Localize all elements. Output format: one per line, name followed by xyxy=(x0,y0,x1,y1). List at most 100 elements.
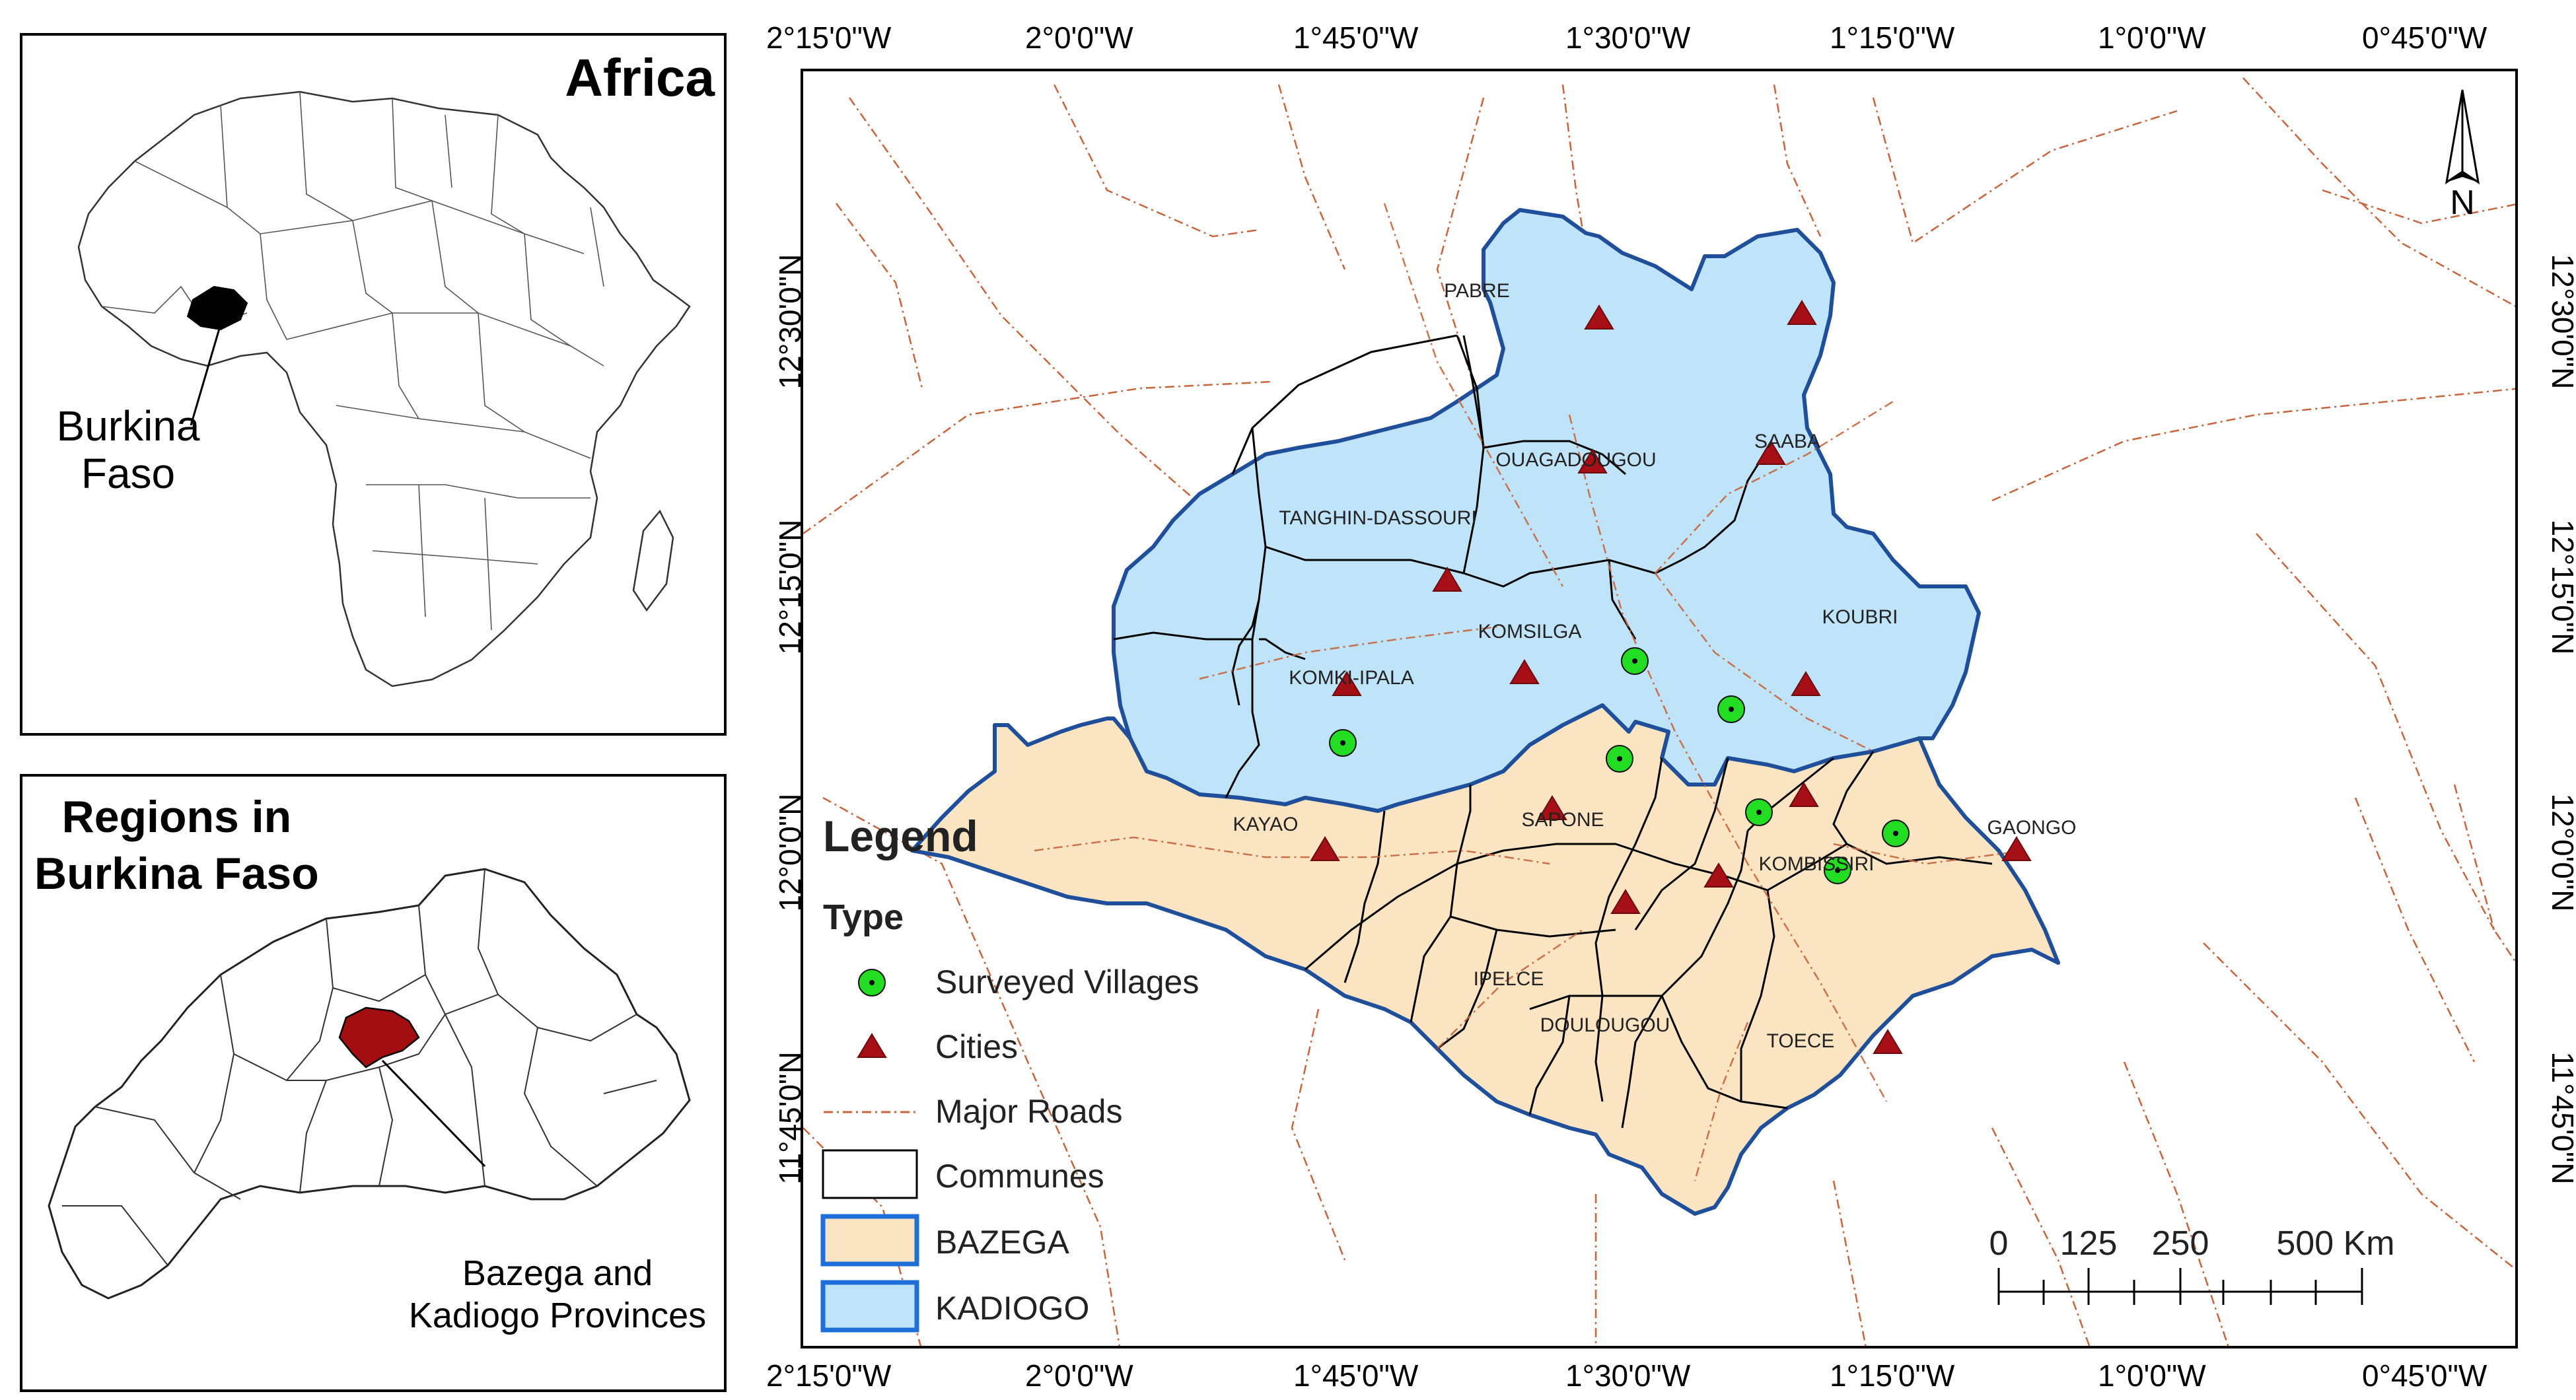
scale-label: 125 xyxy=(2060,1224,2118,1263)
commune-label: TOECE xyxy=(1767,1030,1835,1052)
africa-title: Africa xyxy=(565,48,715,107)
city-marker xyxy=(2001,836,2032,861)
bazega-kadiogo-label: Bazega and Kadiogo Provinces xyxy=(408,1253,707,1335)
scale-label: 0 xyxy=(1989,1224,2009,1263)
city-marker xyxy=(1332,671,1362,696)
legend-title: Legend xyxy=(823,812,978,860)
bazega-kadiogo-highlight xyxy=(338,1006,420,1068)
major-road-symbol-icon xyxy=(824,1111,916,1113)
burkina-outline xyxy=(48,868,691,1300)
longitude-label-top: 1°30'0"W xyxy=(1565,20,1691,55)
commune-label: GAONGO xyxy=(1987,817,2076,839)
africa-inset-panel: Africa Burkina Faso xyxy=(20,33,727,736)
commune-label: KOMSILGA xyxy=(1478,621,1582,643)
commune-label: OUAGADOUGOU xyxy=(1495,449,1656,471)
city-marker xyxy=(1310,836,1340,861)
commune-label: KOMBISSIRI xyxy=(1758,853,1874,875)
legend-item-cities: Cities xyxy=(935,1028,1019,1065)
regions-title: Regions in Burkina Faso xyxy=(34,792,319,899)
bazega-province xyxy=(910,703,2060,1216)
longitude-label-top: 1°15'0"W xyxy=(1830,20,1955,55)
major-roads-overlay xyxy=(1034,203,2026,1181)
longitude-label-top: 2°15'0"W xyxy=(766,20,892,55)
north-arrow-icon xyxy=(2445,89,2480,185)
burkina-faso-highlight xyxy=(186,285,248,331)
commune-label: SAABA xyxy=(1754,431,1820,452)
commune-label: SAPONE xyxy=(1521,809,1604,831)
city-marker xyxy=(1432,567,1462,592)
city-symbol-icon xyxy=(857,1033,887,1058)
commune-label: KOUBRI xyxy=(1822,606,1898,628)
commune-label: DOULOUGOU xyxy=(1540,1014,1670,1036)
legend-item-surveyed-villages: Surveyed Villages xyxy=(935,963,1199,1000)
latitude-label-right: 12°15'0"N xyxy=(2546,519,2576,655)
burkina-regions-map xyxy=(48,868,691,1300)
city-marker xyxy=(1577,448,1608,473)
city-markers xyxy=(1310,300,2032,1054)
bazega-symbol-icon xyxy=(820,1214,919,1267)
latitude-label-left: 12°30'0"N xyxy=(773,254,807,390)
longitude-label-bottom: 1°0'0"W xyxy=(2098,1358,2206,1393)
longitude-label-top: 1°0'0"W xyxy=(2098,20,2206,55)
latitude-label-right: 12°0'0"N xyxy=(2546,793,2576,912)
kadiogo-province xyxy=(1112,208,1981,813)
longitude-label-top: 0°45'0"W xyxy=(2362,20,2487,55)
legend-item-communes: Communes xyxy=(935,1158,1104,1195)
legend-item-bazega: BAZEGA xyxy=(935,1224,1069,1261)
village-marker xyxy=(1717,695,1745,723)
longitude-label-top: 1°45'0"W xyxy=(1293,20,1419,55)
city-marker xyxy=(1509,659,1540,684)
city-marker xyxy=(1789,782,1819,807)
kadiogo-symbol-icon xyxy=(820,1280,919,1333)
legend-item-major-roads: Major Roads xyxy=(935,1093,1123,1130)
city-marker xyxy=(1756,440,1786,465)
main-map-frame: PABRE SAABA OUAGADOUGOU TANGHIN-DASSOURI… xyxy=(801,69,2518,1348)
longitude-label-top: 2°0'0"W xyxy=(1025,20,1133,55)
longitude-label-bottom: 1°45'0"W xyxy=(1293,1358,1419,1393)
scale-labels: 0 125 250 500 Km xyxy=(1989,1224,2395,1263)
city-marker xyxy=(1584,304,1614,330)
city-marker xyxy=(1610,889,1641,914)
city-marker xyxy=(1787,300,1817,325)
commune-symbol-icon xyxy=(822,1149,918,1199)
north-label: N xyxy=(2450,184,2475,222)
commune-label: KOMKI-IPALA xyxy=(1289,667,1414,689)
latitude-label-left: 11°45'0"N xyxy=(773,1051,807,1185)
village-marker xyxy=(1824,857,1851,884)
surveyed-village-symbol-icon xyxy=(858,969,886,997)
latitude-label-left: 12°0'0"N xyxy=(773,793,807,912)
longitude-label-bottom: 2°0'0"W xyxy=(1025,1358,1133,1393)
commune-label: PABRE xyxy=(1444,280,1509,302)
scale-label: 500 Km xyxy=(2276,1224,2394,1263)
burkina-faso-label: Burkina Faso xyxy=(56,402,200,497)
africa-outline xyxy=(77,90,691,687)
commune-label: IPELCE xyxy=(1474,968,1544,990)
leader-line xyxy=(190,312,225,426)
city-marker xyxy=(1873,1029,1903,1054)
legend-type-heading: Type xyxy=(823,897,904,937)
village-marker xyxy=(1329,729,1357,757)
commune-boundaries xyxy=(1113,334,1993,1129)
longitude-label-bottom: 0°45'0"W xyxy=(2362,1358,2487,1393)
africa-map xyxy=(77,90,691,687)
village-marker xyxy=(1882,820,1910,847)
village-marker xyxy=(1621,647,1649,675)
leader-line-regions xyxy=(381,1059,486,1168)
regions-inset-panel: Regions in Burkina Faso Bazega and Kadio… xyxy=(20,774,727,1392)
city-marker xyxy=(1703,862,1734,888)
city-marker xyxy=(1791,671,1821,696)
commune-labels: PABRE SAABA OUAGADOUGOU TANGHIN-DASSOURI… xyxy=(1233,280,2077,1052)
latitude-label-right: 12°30'0"N xyxy=(2546,254,2576,390)
madagascar-outline xyxy=(632,509,674,612)
commune-label: KAYAO xyxy=(1233,814,1299,835)
latitude-label-right: 11°45'0"N xyxy=(2546,1051,2576,1185)
main-map: PABRE SAABA OUAGADOUGOU TANGHIN-DASSOURI… xyxy=(803,77,2515,1346)
city-marker xyxy=(1537,795,1567,820)
latitude-label-left: 12°15'0"N xyxy=(773,519,807,655)
commune-label: TANGHIN-DASSOURI xyxy=(1279,507,1476,529)
longitude-label-bottom: 1°30'0"W xyxy=(1565,1358,1691,1393)
scale-bar xyxy=(1997,1268,2363,1305)
longitude-label-bottom: 2°15'0"W xyxy=(766,1358,892,1393)
village-markers xyxy=(1329,647,1910,884)
village-marker xyxy=(1606,745,1633,773)
